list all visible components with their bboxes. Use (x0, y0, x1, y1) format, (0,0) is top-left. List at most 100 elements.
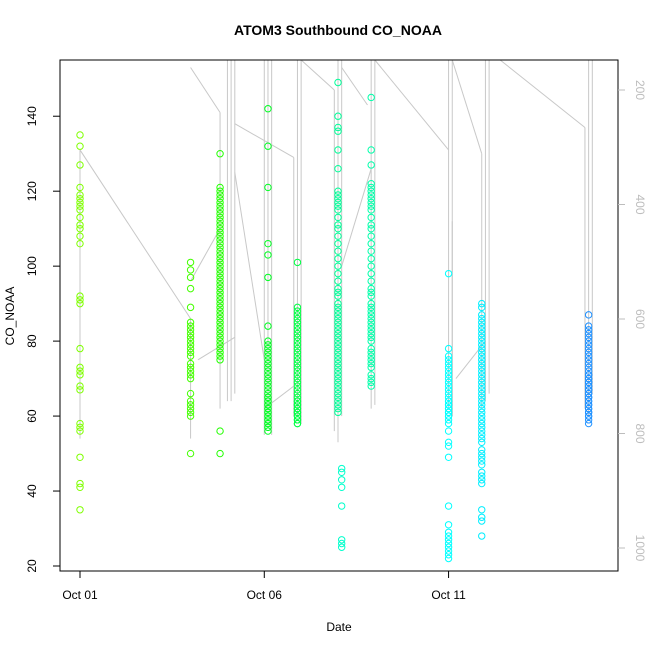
data-point (478, 401, 486, 409)
data-point (367, 337, 375, 345)
data-point (216, 427, 224, 435)
data-point (264, 344, 272, 353)
y-tick-label: 20 (25, 559, 39, 573)
data-point (216, 333, 224, 342)
data-point (216, 202, 224, 210)
data-point (367, 179, 375, 188)
chart-title: ATOM3 Southbound CO_NOAA (234, 22, 442, 38)
data-point (186, 352, 195, 360)
data-point (334, 404, 342, 413)
data-point (478, 344, 486, 353)
data-point (478, 431, 486, 439)
data-point (584, 352, 593, 360)
profile-line (341, 168, 372, 267)
data-point (584, 412, 593, 420)
data-point (76, 142, 84, 150)
data-point (334, 382, 342, 390)
data-point (186, 412, 195, 420)
profile-line (499, 59, 586, 128)
data-point (76, 506, 84, 514)
data-point (334, 318, 342, 327)
data-point (444, 543, 453, 551)
data-point (478, 468, 486, 476)
data-point (76, 224, 84, 233)
data-point (478, 427, 486, 435)
data-point (334, 187, 342, 195)
data-point (216, 243, 224, 252)
data-point (216, 191, 224, 199)
data-point (444, 401, 453, 409)
data-point (478, 532, 486, 540)
data-point (216, 217, 224, 225)
data-point (444, 269, 453, 278)
data-point (293, 322, 302, 330)
data-point (584, 311, 593, 319)
data-point (444, 393, 453, 402)
plot-frame (59, 59, 619, 572)
data-point (264, 367, 272, 375)
data-point (367, 277, 375, 285)
data-point (216, 206, 224, 214)
data-point (334, 269, 342, 278)
data-point (293, 329, 302, 338)
data-point (478, 438, 486, 447)
data-point (444, 416, 453, 424)
data-point (584, 348, 593, 357)
data-point (337, 539, 346, 548)
data-point (76, 382, 84, 390)
data-point (334, 146, 342, 154)
data-point (478, 363, 486, 372)
data-point (334, 213, 342, 222)
data-point (584, 397, 593, 405)
data-point (367, 356, 375, 364)
data-point (76, 299, 84, 308)
data-point (76, 453, 84, 462)
data-point (367, 247, 375, 255)
data-point (216, 322, 224, 330)
data-point (186, 397, 195, 405)
data-point (216, 221, 224, 229)
data-point (216, 187, 224, 195)
data-point (444, 438, 453, 447)
data-point (367, 333, 375, 342)
data-point (478, 449, 486, 458)
data-point (216, 281, 224, 289)
data-point (367, 202, 375, 210)
profile-line (263, 385, 295, 409)
data-point (216, 318, 224, 327)
data-point (478, 453, 486, 462)
data-point (444, 539, 453, 548)
data-point (478, 326, 486, 334)
data-point (264, 423, 272, 432)
data-point (76, 183, 84, 192)
data-point (367, 194, 375, 203)
data-point (367, 93, 375, 102)
data-point (76, 427, 84, 435)
data-point (478, 397, 486, 405)
data-point (367, 314, 375, 323)
data-point (337, 483, 346, 491)
data-point (264, 408, 272, 417)
data-point (478, 329, 486, 338)
data-point (76, 239, 84, 248)
data-point (76, 371, 84, 379)
data-point (478, 382, 486, 390)
data-point (216, 213, 224, 222)
data-point (216, 266, 224, 274)
data-point (293, 412, 302, 420)
data-point (76, 419, 84, 428)
data-point (584, 386, 593, 394)
data-point (334, 322, 342, 330)
data-point (584, 333, 593, 342)
data-point (584, 337, 593, 345)
data-point (216, 269, 224, 278)
y-tick-label: 140 (25, 106, 39, 126)
data-point (334, 221, 342, 229)
data-point (216, 262, 224, 270)
data-point (293, 333, 302, 342)
data-point (186, 326, 195, 334)
y-axis-label: CO_NOAA (3, 287, 17, 346)
data-point (444, 386, 453, 394)
data-point (478, 314, 486, 323)
data-point (367, 232, 375, 240)
